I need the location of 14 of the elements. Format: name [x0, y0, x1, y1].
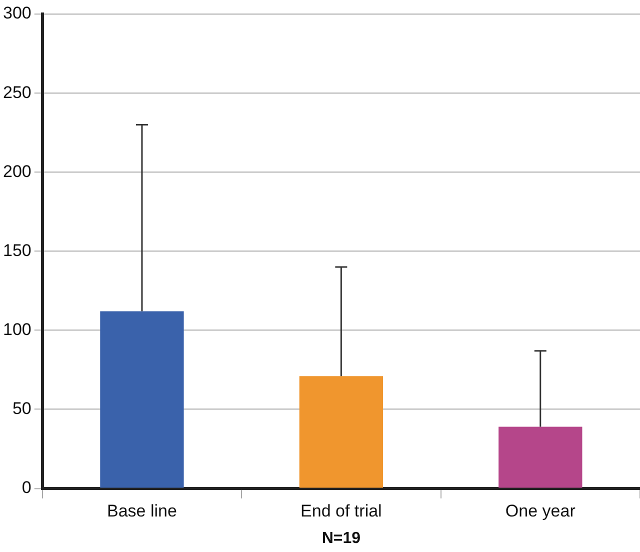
x-tick-label: End of trial — [300, 501, 382, 520]
y-tick-label: 200 — [2, 162, 32, 181]
x-axis-title: N=19 — [322, 530, 361, 547]
y-tick-label: 300 — [2, 4, 32, 23]
bar — [498, 426, 582, 488]
y-tick-label: 150 — [2, 240, 32, 260]
bar — [299, 376, 384, 488]
x-tick-label: One year — [505, 501, 576, 520]
x-tick-label: Base line — [107, 501, 177, 520]
y-tick-label: 0 — [22, 478, 32, 498]
bar — [100, 311, 184, 488]
y-tick-label: 100 — [2, 320, 32, 339]
y-tick-label: 250 — [2, 82, 32, 102]
y-tick-label: 50 — [12, 399, 32, 418]
